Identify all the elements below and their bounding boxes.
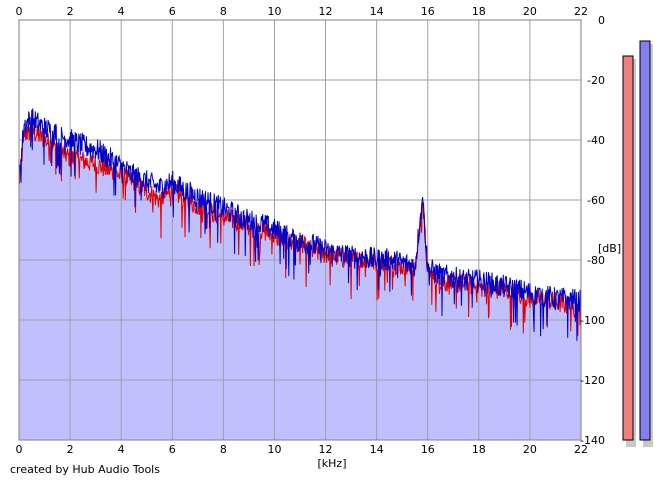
x-tick-label-top: 12 <box>319 5 333 18</box>
x-tick-label-bottom: 20 <box>523 443 537 456</box>
plot-frame <box>18 19 582 441</box>
series-line-right <box>18 108 582 341</box>
x-tick-label-top: 20 <box>523 5 537 18</box>
y-tick-labels: 0 -20 -40 -60 -80 -100 -120 -140 <box>580 14 605 447</box>
x-tick-label-bottom: 0 <box>16 443 23 456</box>
x-tick-label-bottom: 12 <box>319 443 333 456</box>
x-tick-label-bottom: 22 <box>574 443 588 456</box>
x-tick-label-top: 0 <box>16 5 23 18</box>
level-meter-left <box>622 55 634 441</box>
x-tick-label-bottom: 4 <box>118 443 125 456</box>
x-tick-label-bottom: 6 <box>169 443 176 456</box>
x-tick-label-bottom: 18 <box>472 443 486 456</box>
y-tick-label: -80 <box>587 254 605 267</box>
x-axis-label: [kHz] <box>318 457 347 470</box>
x-tick-label-top: 14 <box>370 5 384 18</box>
x-tick-label-bottom: 8 <box>220 443 227 456</box>
x-tick-label-top: 6 <box>169 5 176 18</box>
x-tick-label-bottom: 2 <box>67 443 74 456</box>
x-tick-label-top: 2 <box>67 5 74 18</box>
y-tick-label: 0 <box>598 14 605 27</box>
x-tick-label-top: 16 <box>421 5 435 18</box>
x-tick-label-bottom: 10 <box>267 443 281 456</box>
x-tick-label-bottom: 16 <box>421 443 435 456</box>
spectrum-lines-layer <box>18 108 582 341</box>
x-tick-label-top: 22 <box>574 5 588 18</box>
x-tick-label-top: 4 <box>118 5 125 18</box>
x-tick-label-top: 10 <box>267 5 281 18</box>
y-tick-label: -120 <box>580 374 605 387</box>
y-tick-label: -100 <box>580 314 605 327</box>
y-tick-label: -140 <box>580 434 605 447</box>
x-tick-label-bottom: 14 <box>370 443 384 456</box>
y-tick-label: -60 <box>587 194 605 207</box>
x-tick-label-top: 8 <box>220 5 227 18</box>
y-tick-label: -40 <box>587 134 605 147</box>
credit-text: created by Hub Audio Tools <box>10 463 160 476</box>
level-meter-right <box>639 40 651 441</box>
y-tick-label: -20 <box>587 74 605 87</box>
level-meters <box>622 40 653 447</box>
x-tick-label-top: 18 <box>472 5 486 18</box>
x-tick-labels-bottom: 0 2 4 6 8 10 12 14 16 18 20 22 <box>16 443 589 456</box>
x-tick-labels-top: 0 2 4 6 8 10 12 14 16 18 20 22 <box>16 5 589 18</box>
y-axis-label: [dB] <box>598 242 621 255</box>
